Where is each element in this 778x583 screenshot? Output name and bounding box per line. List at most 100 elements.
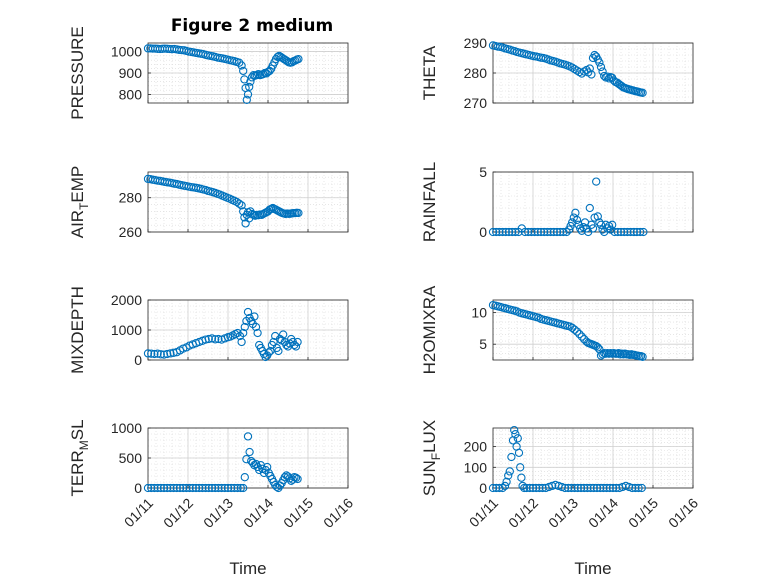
y-tick-label: 0 [479, 480, 487, 496]
data-point [616, 227, 626, 237]
y-tick-label: 200 [464, 439, 488, 455]
data-point [637, 483, 646, 493]
data-point [240, 322, 249, 332]
data-point [188, 483, 197, 493]
data-point [562, 227, 571, 237]
y-tick-label: 260 [119, 224, 143, 240]
data-point [520, 227, 530, 237]
y-tick-label: 900 [119, 65, 143, 81]
data-point [251, 322, 261, 332]
data-point [623, 227, 632, 237]
data-point [198, 483, 207, 493]
axes-box [147, 171, 349, 233]
data-point [514, 448, 524, 457]
data-point [207, 483, 217, 493]
data-point [211, 483, 220, 493]
y-tick-label: 280 [464, 65, 488, 81]
data-point [204, 334, 213, 344]
data-point [614, 348, 623, 358]
data-point [638, 352, 647, 361]
data-point [156, 350, 165, 359]
data-point [214, 334, 223, 344]
data-point [567, 483, 576, 493]
data-point [540, 227, 549, 237]
data-point [598, 350, 607, 359]
data-point [498, 227, 507, 237]
data-point [280, 473, 289, 482]
data-point [608, 483, 618, 493]
data-point [245, 82, 254, 92]
data-point [636, 227, 645, 237]
y-tick-label: 0 [134, 480, 142, 496]
plot-area [493, 428, 693, 488]
data-point [639, 227, 648, 237]
data-point [293, 337, 302, 347]
data-point [143, 349, 153, 358]
data-point [185, 483, 194, 493]
data-point [580, 483, 589, 493]
data-point [239, 483, 248, 493]
data-point [575, 329, 584, 339]
x-tick-label: 01/15 [280, 495, 316, 531]
y-tick-label: 0 [479, 224, 487, 240]
data-point [201, 335, 210, 344]
data-point [604, 74, 614, 83]
data-point [153, 483, 162, 493]
data-point [595, 58, 604, 67]
data-point [527, 227, 536, 237]
data-point [518, 481, 527, 491]
y-tick-label: 5 [479, 336, 487, 352]
data-point [586, 483, 595, 493]
data-point [223, 483, 233, 493]
data-point [620, 227, 629, 237]
data-point [522, 483, 531, 493]
y-tick-label: 100 [464, 459, 488, 475]
data-point [606, 225, 615, 234]
x-tick-label: 01/14 [240, 495, 276, 531]
data-point [220, 483, 229, 493]
data-point [239, 66, 248, 76]
data-point [587, 70, 596, 79]
data-point [510, 425, 519, 435]
y-tick-label: 280 [119, 190, 143, 206]
data-point [253, 328, 262, 338]
data-point [525, 483, 534, 493]
data-point [589, 483, 598, 493]
data-point [601, 73, 610, 82]
panel-air-temp: 260 280 AIRTEMP [68, 166, 349, 240]
y-tick-label: 1000 [111, 420, 142, 436]
data-point [572, 215, 582, 225]
x-tick-label: 01/11 [466, 495, 502, 531]
data-point [263, 462, 272, 472]
data-point [631, 483, 640, 493]
data-point [576, 483, 586, 493]
data-point [233, 483, 242, 493]
data-point [524, 227, 533, 237]
data-point [570, 325, 579, 334]
y-tick-label: 2000 [111, 292, 142, 308]
panel-h2omixra: 5 10 H2OMIXRA [420, 285, 694, 374]
panel-pressure: 800 900 1000 PRESSURE [68, 26, 349, 120]
data-point [575, 67, 584, 77]
data-point [243, 307, 253, 317]
data-point [159, 350, 169, 359]
data-point [169, 483, 178, 493]
data-point [505, 467, 514, 476]
data-point [156, 483, 165, 493]
data-point [150, 483, 159, 493]
y-tick-label: 270 [464, 95, 488, 111]
y-axis-label: RAINFALL [420, 162, 439, 242]
data-point [538, 483, 547, 493]
data-point [252, 70, 261, 80]
data-point [488, 483, 498, 493]
data-point [191, 483, 201, 493]
y-axis-label: TERRMSL [68, 419, 91, 496]
data-point [227, 483, 236, 493]
y-axis-label: MIXDEPTH [68, 286, 87, 374]
x-tick-label: 01/13 [545, 495, 581, 531]
y-tick-label: 290 [464, 35, 488, 51]
data-point [166, 349, 175, 358]
data-point [599, 483, 608, 493]
data-point [239, 328, 248, 338]
